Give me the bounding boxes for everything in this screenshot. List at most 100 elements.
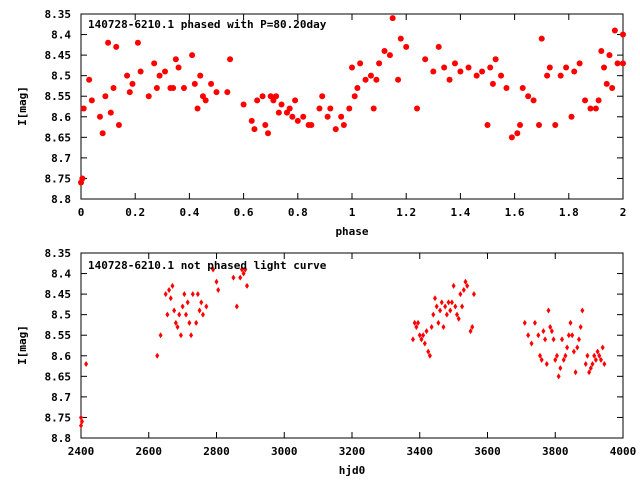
data-point [544, 72, 551, 79]
data-point [251, 126, 258, 133]
y-tick-label: 8.5 [51, 309, 71, 322]
data-point [538, 352, 543, 359]
data-point [177, 311, 182, 318]
data-point [563, 64, 570, 71]
data-point [558, 365, 563, 372]
data-point [412, 319, 417, 326]
data-point [573, 369, 578, 376]
data-point [614, 60, 621, 67]
data-point [227, 56, 234, 63]
data-point [517, 122, 524, 128]
data-point [200, 311, 205, 318]
axis-ticks: 2400 2600 2800 3000 3200 3400 3600 3800 4000 8.35… [45, 247, 637, 458]
y-tick-label: 8.4 [51, 268, 71, 281]
y-tick-label: 8.75 [45, 411, 72, 424]
data-point [546, 64, 553, 71]
data-point [431, 311, 436, 318]
x-tick-label: 1 [349, 206, 356, 219]
data-point [102, 93, 109, 100]
data-point [600, 344, 605, 351]
data-point [532, 319, 537, 326]
x-tick-label: 2800 [203, 445, 230, 458]
data-point [216, 287, 221, 293]
data-point [571, 68, 578, 75]
data-point [441, 64, 448, 71]
data-point [170, 85, 177, 91]
data-point [332, 126, 339, 133]
data-point [195, 291, 200, 298]
data-point [308, 122, 315, 128]
data-point [294, 117, 301, 124]
data-point [151, 60, 158, 67]
data-point [300, 113, 307, 120]
data-point [590, 361, 595, 367]
axis-ticks: 0 0.2 0.4 0.6 0.8 1 1.2 1.4 1.6 1.8 2 8.35 8.4 8.45 8.… [45, 8, 627, 219]
data-point [289, 113, 296, 120]
data-point [248, 117, 255, 124]
data-point [435, 43, 442, 50]
y-tick-label: 8.35 [45, 247, 72, 260]
data-point [351, 93, 358, 100]
data-point [436, 319, 441, 326]
data-point [231, 274, 236, 281]
data-point [465, 282, 470, 289]
data-point [165, 311, 170, 318]
data-point [243, 266, 248, 273]
y-tick-label: 8.8 [51, 432, 71, 445]
y-tick-label: 8.45 [45, 49, 72, 62]
data-point [611, 27, 618, 34]
data-point [340, 122, 347, 128]
data-point [410, 336, 415, 343]
data-point [529, 340, 534, 347]
data-point [552, 122, 559, 128]
data-point [202, 97, 209, 104]
data-point [367, 72, 374, 79]
data-point [107, 109, 114, 116]
data-point [275, 109, 282, 116]
data-point [546, 307, 551, 314]
data-point [172, 307, 177, 314]
data-point [197, 72, 204, 79]
data-point [597, 352, 602, 359]
data-points [78, 15, 626, 186]
data-point [434, 303, 439, 310]
data-point [113, 43, 120, 50]
y-tick-label: 8.4 [51, 29, 71, 42]
data-point [455, 311, 460, 318]
data-point [587, 105, 594, 112]
data-point [598, 356, 603, 363]
data-point [286, 105, 293, 112]
data-point [389, 15, 396, 22]
data-point [426, 348, 431, 355]
y-tick-label: 8.45 [45, 288, 72, 301]
x-tick-label: 2600 [136, 445, 163, 458]
x-tick-label: 3800 [542, 445, 569, 458]
data-point [184, 311, 189, 318]
data-point [163, 291, 168, 298]
data-point [180, 303, 185, 310]
data-point [568, 319, 573, 326]
y-tick-label: 8.55 [45, 329, 72, 342]
data-point [465, 64, 472, 71]
data-point [443, 303, 448, 310]
data-point [503, 85, 510, 91]
data-point [424, 328, 429, 335]
data-point [175, 324, 180, 330]
data-point [489, 80, 496, 87]
data-point [197, 307, 202, 314]
data-point [370, 105, 377, 112]
data-point [566, 332, 571, 339]
data-point [484, 122, 491, 128]
data-point [84, 361, 89, 367]
data-point [568, 113, 575, 120]
data-point [187, 319, 192, 326]
data-point [259, 93, 266, 100]
data-point [461, 287, 466, 293]
data-point [456, 315, 461, 322]
data-point [565, 344, 570, 351]
data-point [514, 130, 521, 137]
x-tick-label: 1.6 [505, 206, 525, 219]
data-point [414, 105, 421, 112]
data-point [606, 52, 613, 59]
